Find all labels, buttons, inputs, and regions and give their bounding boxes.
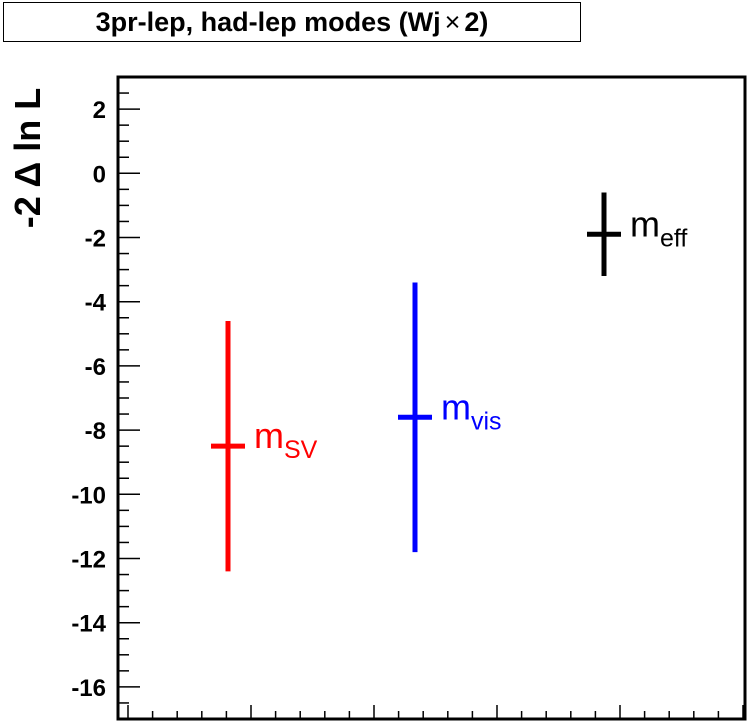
- plot-frame-group: [116, 75, 747, 721]
- series-label: meff: [630, 203, 687, 252]
- series-label-subscript: vis: [471, 407, 502, 435]
- y-tick-label: -12: [71, 547, 106, 574]
- y-axis-ticks: 2 0 -2 -4 -6 -8 -10 -12 -14 -16: [71, 76, 140, 720]
- plot-frame: [116, 75, 747, 721]
- chart-title-prefix: 3pr-lep, had-lep modes (Wj: [95, 6, 441, 37]
- series-label: mSV: [254, 415, 318, 464]
- series-label-main: m: [441, 386, 471, 427]
- y-axis-label: -2 Δ ln L: [7, 88, 48, 229]
- y-tick-label: -8: [85, 418, 106, 445]
- y-tick-label: -6: [85, 354, 106, 381]
- chart-title-times: ×: [444, 6, 461, 37]
- chart-title-suffix: 2): [464, 6, 489, 37]
- series-label-subscript: eff: [660, 224, 687, 252]
- y-tick-label: -4: [85, 290, 107, 317]
- series-label-main: m: [630, 203, 660, 244]
- chart-title: 3pr-lep, had-lep modes (Wj × 2): [3, 2, 581, 42]
- y-tick-label: 0: [93, 161, 106, 188]
- y-tick-label: -14: [71, 611, 106, 638]
- series-label-subscript: SV: [284, 436, 318, 464]
- y-tick-label: -2: [85, 226, 106, 253]
- y-tick-label: -10: [71, 482, 106, 509]
- y-tick-label: 2: [93, 97, 106, 124]
- series-label: mvis: [441, 386, 502, 435]
- x-axis-ticks: [127, 705, 744, 719]
- y-tick-label: -16: [71, 675, 106, 702]
- series-label-main: m: [254, 415, 284, 456]
